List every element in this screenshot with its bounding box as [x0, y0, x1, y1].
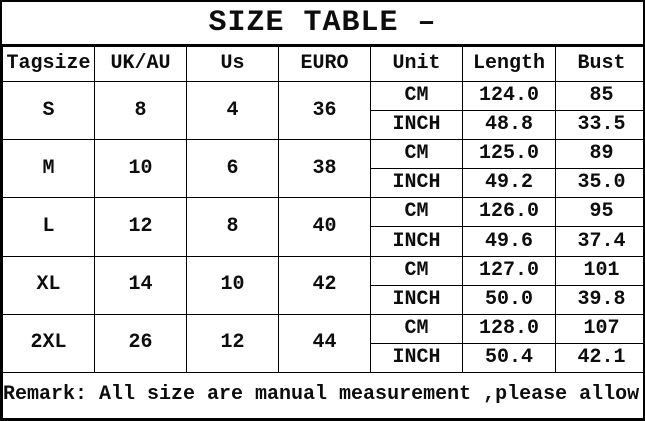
euro-cell: 40 — [278, 197, 371, 257]
ukau-cell: 12 — [94, 197, 187, 257]
header-us: Us — [186, 45, 279, 83]
bust-inch-cell: 42.1 — [555, 342, 645, 373]
bust-cm-cell: 85 — [555, 81, 645, 112]
length-cm-cell: 128.0 — [462, 313, 556, 344]
length-cm-cell: 125.0 — [462, 139, 556, 170]
bust-cm-cell: 95 — [555, 197, 645, 228]
ukau-cell: 10 — [94, 139, 187, 199]
size-row-2xl-inch: INCH 50.4 42.1 — [3, 342, 645, 373]
size-row-l-inch: INCH 49.6 37.4 — [3, 226, 645, 257]
unit-cm-cell: CM — [370, 313, 463, 344]
header-tagsize: Tagsize — [2, 45, 95, 83]
tagsize-cell: M — [2, 139, 95, 199]
size-row-2xl-cm: 2XL 26 12 44 CM 128.0 107 — [2, 313, 645, 373]
length-inch-cell: 50.0 — [462, 284, 556, 315]
bust-inch-cell: 35.0 — [555, 168, 645, 199]
unit-cm-cell: CM — [370, 139, 463, 170]
tagsize-cell: L — [2, 197, 95, 257]
size-table-title: SIZE TABLE – — [2, 2, 643, 46]
length-cm-cell: 127.0 — [462, 255, 556, 286]
tagsize-cell: S — [2, 81, 95, 141]
bust-inch-cell: 33.5 — [555, 110, 645, 141]
us-cell: 12 — [186, 313, 279, 373]
header-row: Tagsize UK/AU Us EURO Unit Length Bust — [2, 45, 645, 83]
length-inch-cell: 48.8 — [462, 110, 556, 141]
size-row-xl-cm: XL 14 10 42 CM 127.0 101 — [2, 255, 645, 315]
unit-inch-cell: INCH — [370, 342, 463, 373]
ukau-cell: 8 — [94, 81, 187, 141]
header-unit: Unit — [370, 45, 463, 83]
header-ukau: UK/AU — [94, 45, 187, 83]
header-bust: Bust — [555, 45, 645, 83]
size-row-m-cm: M 10 6 38 CM 125.0 89 — [2, 139, 645, 199]
euro-cell: 36 — [278, 81, 371, 141]
bust-cm-cell: 107 — [555, 313, 645, 344]
bust-inch-cell: 39.8 — [555, 284, 645, 315]
unit-inch-cell: INCH — [370, 284, 463, 315]
us-cell: 10 — [186, 255, 279, 315]
length-cm-cell: 126.0 — [462, 197, 556, 228]
size-row-s-cm: S 8 4 36 CM 124.0 85 — [2, 81, 645, 141]
bust-cm-cell: 89 — [555, 139, 645, 170]
length-inch-cell: 50.4 — [462, 342, 556, 373]
tagsize-cell: XL — [2, 255, 95, 315]
length-cm-cell: 124.0 — [462, 81, 556, 112]
tagsize-cell: 2XL — [2, 313, 95, 373]
length-inch-cell: 49.6 — [462, 226, 556, 257]
euro-cell: 42 — [278, 255, 371, 315]
remark-text: Remark: All size are manual measurement … — [2, 371, 645, 420]
unit-inch-cell: INCH — [370, 168, 463, 199]
size-row-xl-inch: INCH 50.0 39.8 — [3, 284, 645, 315]
euro-cell: 38 — [278, 139, 371, 199]
header-length: Length — [462, 45, 556, 83]
unit-cm-cell: CM — [370, 197, 463, 228]
bust-cm-cell: 101 — [555, 255, 645, 286]
ukau-cell: 14 — [94, 255, 187, 315]
us-cell: 6 — [186, 139, 279, 199]
size-row-l-cm: L 12 8 40 CM 126.0 95 — [2, 197, 645, 257]
header-euro: EURO — [278, 45, 371, 83]
size-table: Tagsize UK/AU Us EURO Unit Length Bust S… — [2, 45, 645, 420]
us-cell: 4 — [186, 81, 279, 141]
us-cell: 8 — [186, 197, 279, 257]
unit-cm-cell: CM — [370, 81, 463, 112]
ukau-cell: 26 — [94, 313, 187, 373]
unit-inch-cell: INCH — [370, 226, 463, 257]
length-inch-cell: 49.2 — [462, 168, 556, 199]
unit-cm-cell: CM — [370, 255, 463, 286]
unit-inch-cell: INCH — [370, 110, 463, 141]
euro-cell: 44 — [278, 313, 371, 373]
remark-row: Remark: All size are manual measurement … — [2, 371, 645, 420]
bust-inch-cell: 37.4 — [555, 226, 645, 257]
